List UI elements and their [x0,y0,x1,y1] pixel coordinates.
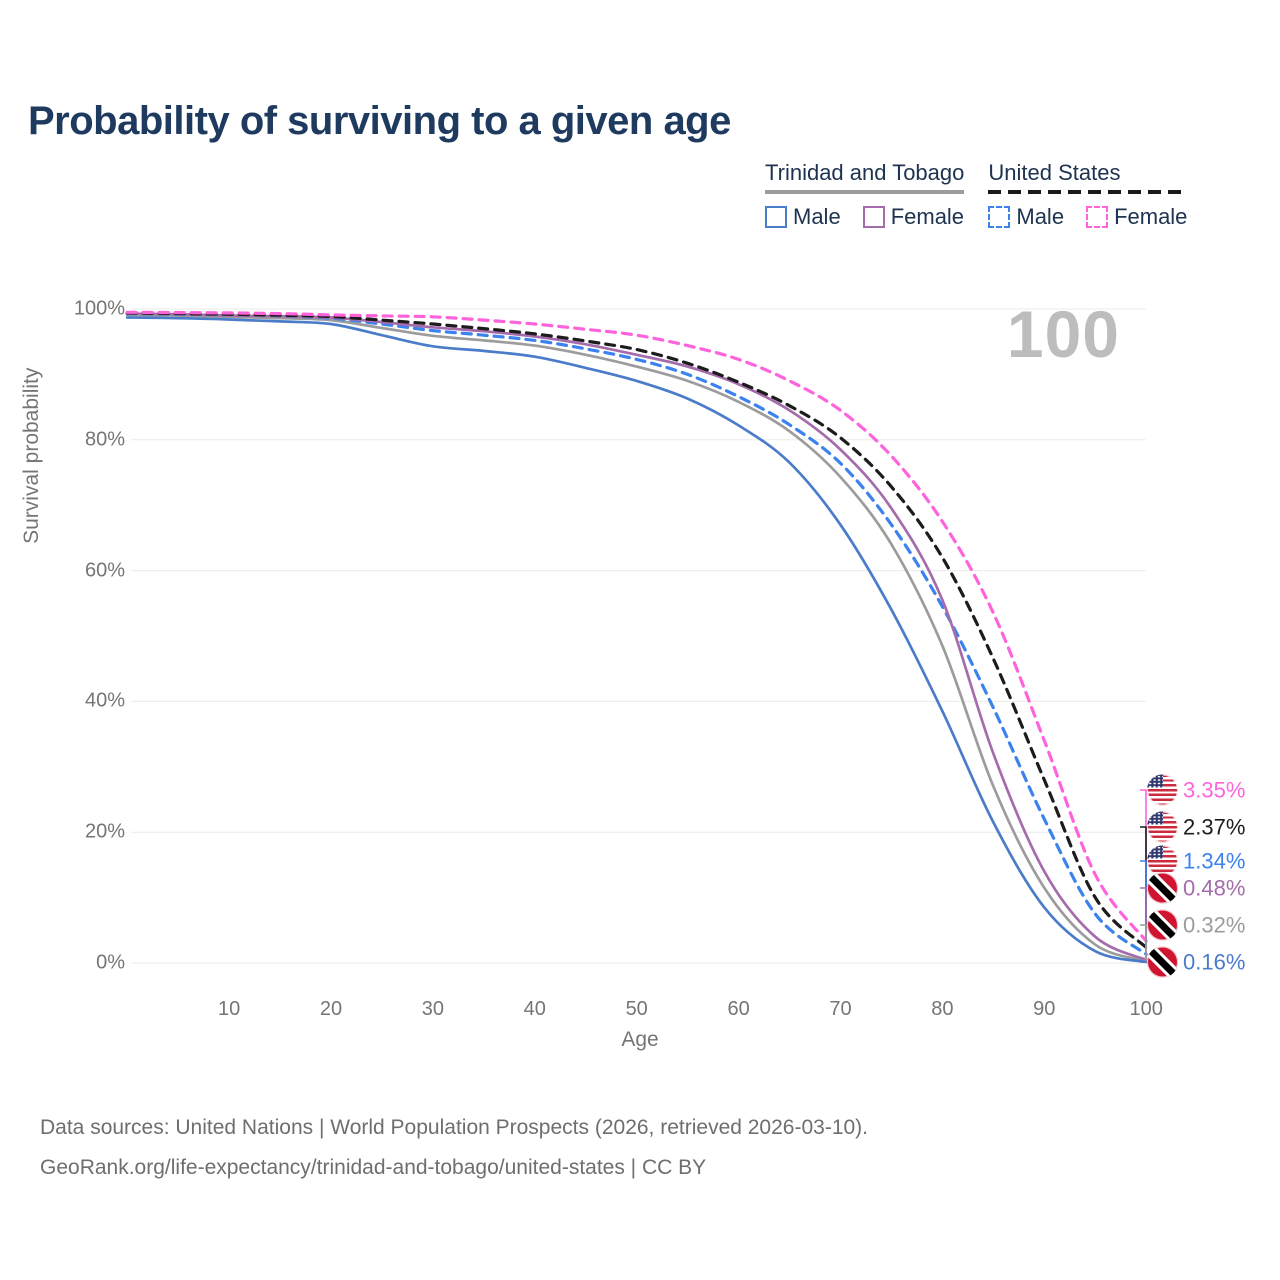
series-line[interactable] [125,312,1148,962]
y-tick-label: 100% [73,297,125,320]
legend-item-label: Female [1114,204,1188,229]
x-tick-label: 50 [625,998,648,1020]
trinidad-and-tobago-flag-icon [1147,946,1178,978]
series-line[interactable] [125,310,1148,943]
legend-group-united-states: United States Male Female [988,160,1188,230]
series-end-label: 0.32% [1147,909,1246,941]
trinidad-and-tobago-flag-icon [1147,909,1178,941]
y-axis-title: Survival probability [20,367,43,544]
end-label-value: 3.35% [1183,777,1246,802]
legend-group-trinidad-and-tobago: Trinidad and Tobago Male Female [765,160,965,230]
x-tick-label: 30 [421,998,445,1020]
united-states-flag-icon [1147,845,1178,877]
data-source-note: Data sources: United Nations | World Pop… [40,1108,868,1188]
source-url: GeoRank.org/life-expectancy/trinidad-and… [40,1156,707,1179]
legend-group-title[interactable]: United States [988,160,1121,185]
end-label-value: 0.48% [1183,875,1246,900]
x-tick-label: 80 [931,998,954,1020]
tt-female-swatch-icon [862,206,885,228]
end-label-value: 2.37% [1183,814,1246,839]
tt-male-swatch-icon [765,206,787,228]
x-tick-label: 10 [217,998,241,1020]
y-tick-label: 20% [84,820,125,843]
series-end-label: 0.48% [1147,872,1246,904]
united-states-flag-icon [1147,774,1178,806]
end-label-value: 0.32% [1183,912,1246,937]
legend-group-title[interactable]: Trinidad and Tobago [765,160,965,185]
series-end-label: 0.16% [1147,946,1246,978]
x-tick-label: 60 [727,998,750,1020]
legend-item-tt-female[interactable]: Female [862,204,965,230]
legend-item-label: Male [1016,204,1065,229]
y-tick-label: 40% [84,689,125,712]
us-female-swatch-icon [1086,206,1109,228]
end-label-connector [1140,789,1147,942]
legend-dashed-line-sample [988,190,1188,194]
series-line[interactable] [125,311,1148,950]
legend-item-us-male[interactable]: Male [988,204,1064,230]
end-label-value: 0.16% [1183,949,1246,974]
y-tick-label: 0% [96,951,125,974]
series-end-label: 1.34% [1147,845,1246,877]
legend-item-tt-male[interactable]: Male [765,204,841,230]
y-tick-label: 60% [84,559,125,582]
us-male-swatch-icon [988,206,1011,228]
united-states-flag-icon [1147,811,1178,843]
y-tick-label: 80% [84,428,125,451]
x-tick-label: 70 [829,998,852,1020]
series-end-label: 3.35% [1147,774,1246,806]
end-label-value: 1.34% [1183,848,1246,873]
legend: Trinidad and Tobago Male Female United S… [765,160,1255,230]
x-tick-label: 90 [1033,998,1056,1020]
legend-item-label: Male [793,204,841,229]
legend-solid-line-sample [765,190,965,194]
x-tick-label: 40 [523,998,546,1020]
series-line[interactable] [125,316,1148,964]
end-label-connector [1140,924,1147,961]
x-tick-label: 100 [1129,998,1163,1020]
source-line: Data sources: United Nations | World Pop… [40,1116,869,1139]
legend-item-label: Female [890,204,965,229]
trinidad-and-tobago-flag-icon [1147,872,1178,904]
x-tick-label: 20 [319,998,343,1020]
series-end-label: 2.37% [1147,811,1246,843]
legend-item-us-female[interactable]: Female [1086,204,1187,230]
x-axis-title: Age [621,1028,659,1051]
page-title: Probability of surviving to a given age [28,98,731,143]
series-line[interactable] [125,313,1148,963]
series-line[interactable] [125,312,1148,956]
